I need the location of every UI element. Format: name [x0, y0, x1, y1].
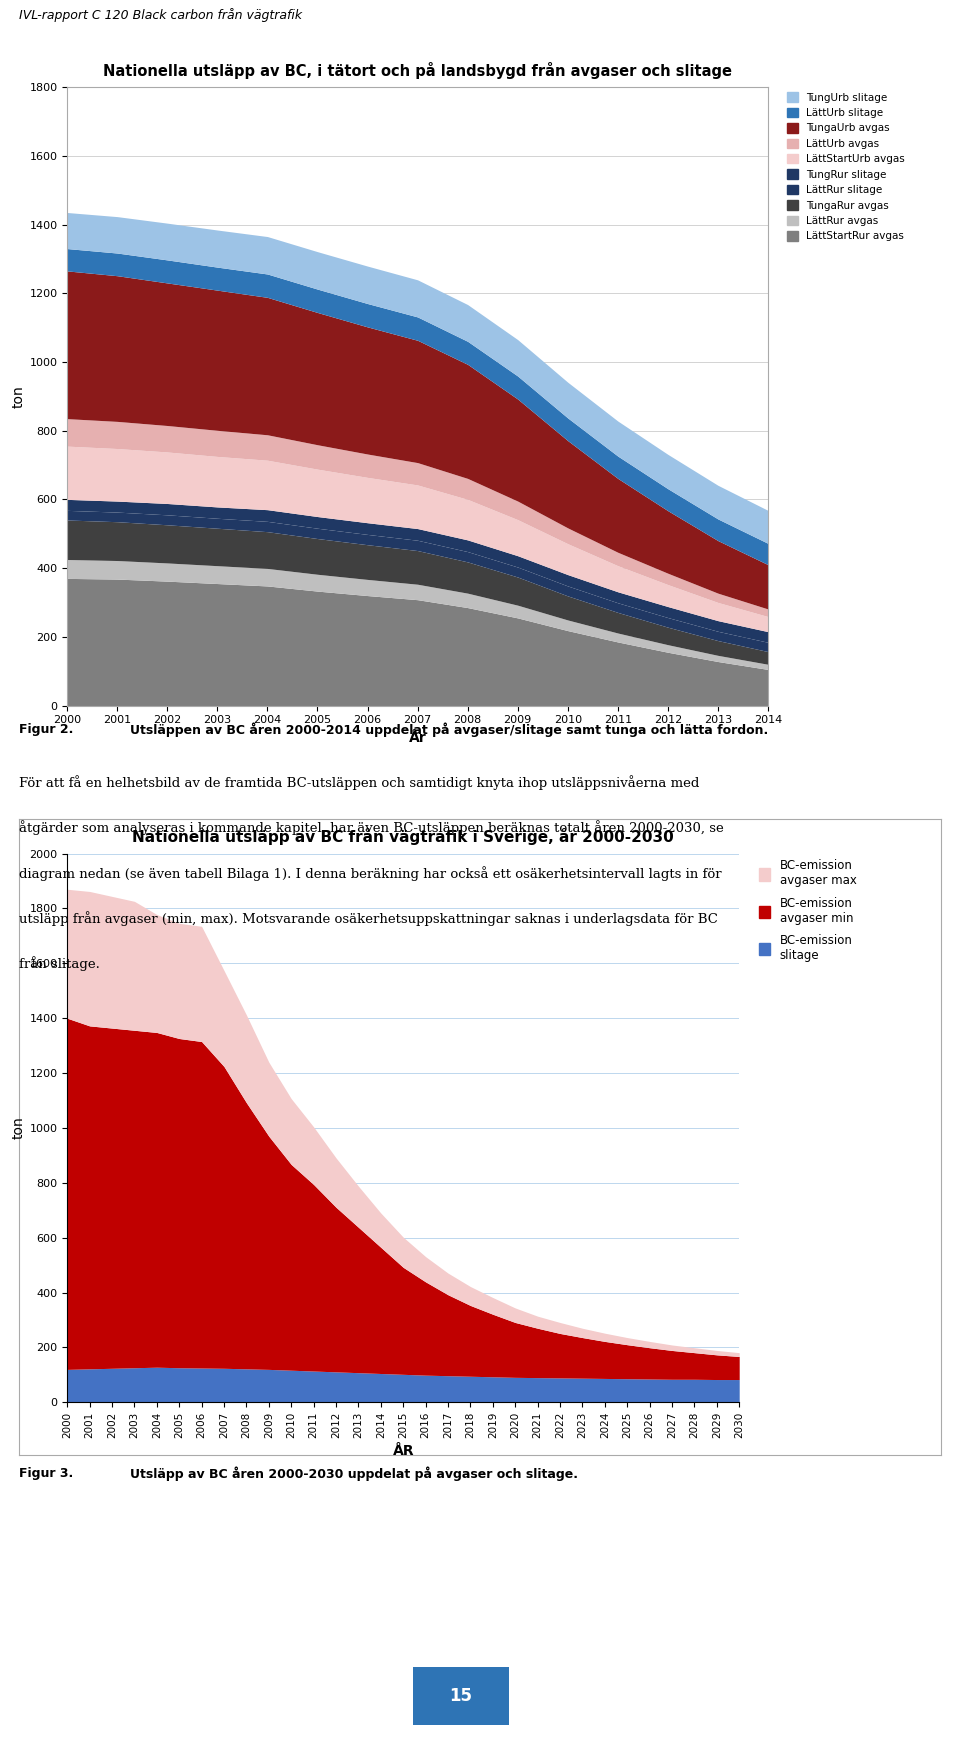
Text: utsläpp från avgaser (min, max). Motsvarande osäkerhetsuppskattningar saknas i u: utsläpp från avgaser (min, max). Motsvar… — [19, 911, 718, 927]
X-axis label: ÅR: ÅR — [393, 1444, 414, 1458]
Text: 15: 15 — [449, 1686, 472, 1705]
Text: diagram nedan (se även tabell Bilaga 1). I denna beräkning har också ett osäkerh: diagram nedan (se även tabell Bilaga 1).… — [19, 866, 722, 881]
Title: Nationella utsläpp av BC från vägtrafik i Sverige, år 2000-2030: Nationella utsläpp av BC från vägtrafik … — [132, 829, 674, 845]
Text: från slitage.: från slitage. — [19, 956, 100, 972]
Legend: TungUrb slitage, LättUrb slitage, TungaUrb avgas, LättUrb avgas, LättStartUrb av: TungUrb slitage, LättUrb slitage, TungaU… — [787, 92, 904, 242]
Text: Figur 2.: Figur 2. — [19, 723, 74, 735]
Y-axis label: ton: ton — [12, 1117, 25, 1139]
Text: För att få en helhetsbild av de framtida BC-utsläppen och samtidigt knyta ihop u: För att få en helhetsbild av de framtida… — [19, 775, 700, 791]
Title: Nationella utsläpp av BC, i tätort och på landsbygd från avgaser och slitage: Nationella utsläpp av BC, i tätort och p… — [103, 63, 732, 78]
Text: IVL-rapport C 120 Black carbon från vägtrafik: IVL-rapport C 120 Black carbon från vägt… — [19, 7, 302, 23]
Text: Figur 3.: Figur 3. — [19, 1467, 74, 1479]
Text: Utsläpp av BC åren 2000-2030 uppdelat på avgaser och slitage.: Utsläpp av BC åren 2000-2030 uppdelat på… — [130, 1467, 578, 1481]
Text: åtgärder som analyseras i kommande kapitel, har även BC-utsläppen beräknas total: åtgärder som analyseras i kommande kapit… — [19, 820, 724, 836]
Legend: BC-emission
avgaser max, BC-emission
avgaser min, BC-emission
slitage: BC-emission avgaser max, BC-emission avg… — [758, 859, 856, 962]
Text: Utsläppen av BC åren 2000-2014 uppdelat på avgaser/slitage samt tunga och lätta : Utsläppen av BC åren 2000-2014 uppdelat … — [130, 723, 768, 737]
X-axis label: År: År — [409, 732, 426, 746]
Y-axis label: ton: ton — [12, 385, 25, 408]
